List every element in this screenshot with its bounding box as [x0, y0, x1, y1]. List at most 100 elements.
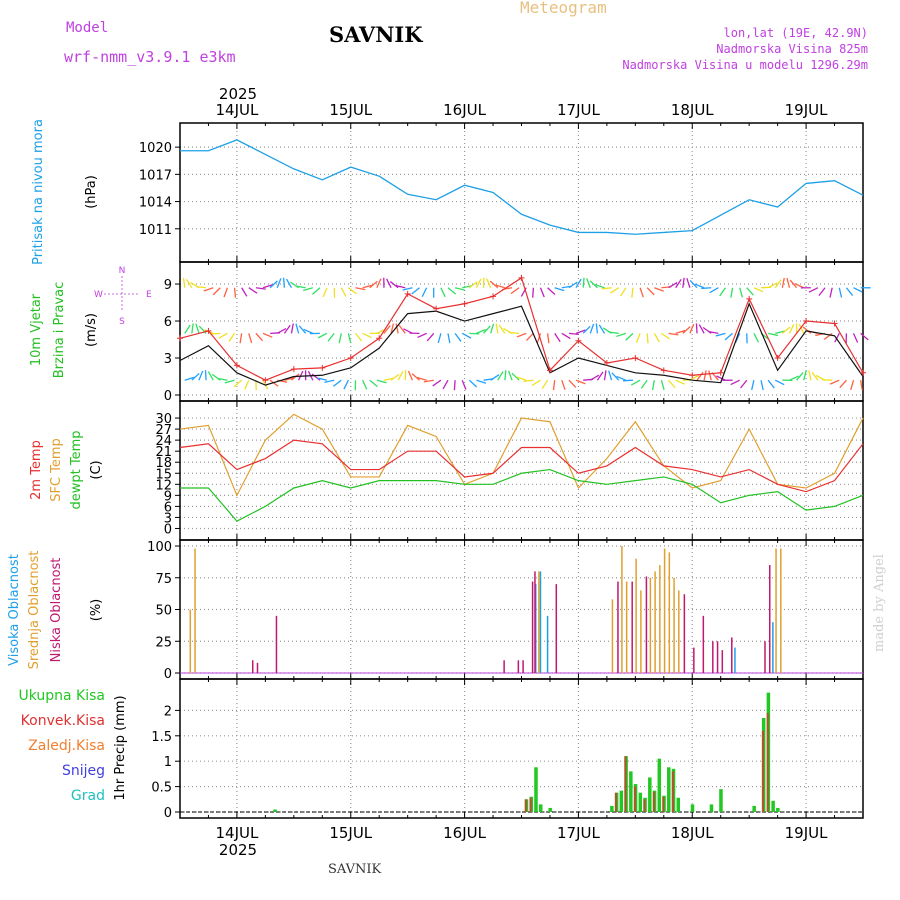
- wind-arrow: [317, 332, 328, 339]
- wind-arrow: [311, 287, 321, 295]
- wind-arrow: [212, 287, 221, 296]
- total-precip-bar: [657, 758, 662, 812]
- wind-arrow: [395, 284, 406, 289]
- wind-arrow: [411, 373, 420, 381]
- conv-precip-bar: [662, 796, 665, 812]
- ytick-label-cloud: 100: [147, 540, 172, 555]
- gust-marker: [546, 367, 553, 374]
- wind-arrow: [616, 375, 627, 381]
- wind-arrow: [244, 379, 250, 390]
- wind-arrow: [608, 331, 619, 334]
- ytick-label-temperature: 9: [164, 489, 172, 504]
- wind-arrow: [386, 278, 392, 289]
- wind-arrow: [340, 287, 347, 297]
- wind-arrow: [853, 287, 863, 293]
- ytick-label-temperature: 12: [155, 478, 172, 493]
- wind-arrow: [303, 287, 313, 292]
- sfc-temp-line: [179, 413, 864, 497]
- wind-arrow: [646, 333, 649, 344]
- wind-arrow: [332, 379, 342, 387]
- meteogram-subtitle: Meteogram: [520, 0, 607, 17]
- wind-arrow: [233, 287, 237, 298]
- ytick-label-pressure: 1020: [139, 141, 172, 156]
- ytick-label-temperature: 24: [155, 434, 172, 449]
- wind-arrow: [269, 280, 278, 289]
- ytick-label-pressure: 1011: [139, 223, 172, 238]
- wind-arrow: [845, 287, 854, 296]
- wind-arrow: [390, 323, 395, 334]
- wind-arrow: [182, 277, 186, 288]
- wind-arrow: [753, 333, 760, 343]
- date-label-top: 18JUL: [671, 101, 714, 119]
- elevation-label: Nadmorska Visina 825m: [716, 42, 868, 56]
- date-label-top: 15JUL: [329, 101, 372, 119]
- wind-arrow: [589, 374, 600, 381]
- wind-arrow: [608, 370, 613, 381]
- wind-arrow: [196, 285, 207, 289]
- wind-arrow: [798, 324, 805, 334]
- total-precip-bar: [690, 804, 695, 812]
- conv-precip-bar: [761, 730, 765, 812]
- wind-arrow: [354, 332, 363, 342]
- wind-arrow: [689, 375, 700, 381]
- gust-marker: [689, 372, 696, 379]
- wind-arrow: [397, 371, 404, 381]
- precip-legend-3: Snijeg: [62, 763, 105, 779]
- wind-arrow: [595, 323, 599, 334]
- wind-arrow: [191, 323, 194, 334]
- wind-arrow: [532, 287, 535, 298]
- wind-arrow: [696, 371, 704, 381]
- wind-arrow: [495, 284, 506, 289]
- gust-marker: [290, 366, 297, 373]
- wind-arrow: [255, 287, 266, 290]
- wind-arrow: [698, 324, 705, 334]
- gust-marker: [433, 305, 440, 312]
- wind-arrow: [498, 324, 506, 334]
- date-label-bottom: 16JUL: [443, 824, 486, 842]
- wind-arrow: [639, 287, 644, 298]
- high-cloud-label: Visoka Oblacnost: [7, 554, 22, 666]
- wind-arrow: [568, 332, 579, 336]
- ytick-label-precip: 1: [164, 755, 172, 770]
- wind-arrow: [668, 282, 678, 289]
- wind-arrow: [575, 278, 582, 289]
- wind-arrow: [603, 370, 607, 381]
- wind-arrow: [283, 324, 291, 334]
- wind-arrow: [541, 379, 549, 389]
- wind-arrow: [509, 331, 520, 334]
- wind-arrow: [317, 377, 328, 381]
- wind-arrow: [703, 370, 707, 381]
- wind-arrow: [218, 332, 228, 339]
- gust-marker: [205, 327, 212, 334]
- dewpt-line: [180, 468, 864, 522]
- wind-arrow: [338, 333, 342, 344]
- wind-arrow: [285, 278, 293, 289]
- wind-arrow: [398, 325, 406, 334]
- wind-arrow: [207, 371, 214, 381]
- conv-precip-bar: [652, 791, 656, 812]
- wind-arrow: [768, 332, 779, 337]
- date-label-bottom: 17JUL: [557, 824, 600, 842]
- station-title: SAVNIK: [329, 22, 423, 47]
- wind-arrow: [701, 287, 712, 290]
- wind-arrow: [347, 287, 357, 295]
- panel-frame-precip: [179, 678, 864, 819]
- wind-arrow: [223, 287, 229, 298]
- wind-arrow: [324, 379, 335, 384]
- gust-marker: [603, 359, 610, 366]
- ytick-label-wind: 0: [164, 389, 172, 404]
- wind-arrow: [217, 377, 228, 381]
- wind-arrow: [546, 333, 550, 344]
- wind-arrow: [191, 372, 200, 381]
- wind-arrow: [461, 332, 472, 339]
- total-precip-bar: [776, 807, 780, 812]
- compass-west: W: [94, 290, 103, 300]
- wind-arrow: [489, 280, 499, 289]
- wind-arrow: [423, 379, 434, 383]
- model-name: wrf-nmm_v3.9.1 e3km: [64, 48, 236, 66]
- wind-arrow: [327, 332, 335, 342]
- pressure-line: [180, 139, 864, 235]
- wind-arrow: [753, 287, 764, 293]
- wind-arrow: [823, 332, 833, 340]
